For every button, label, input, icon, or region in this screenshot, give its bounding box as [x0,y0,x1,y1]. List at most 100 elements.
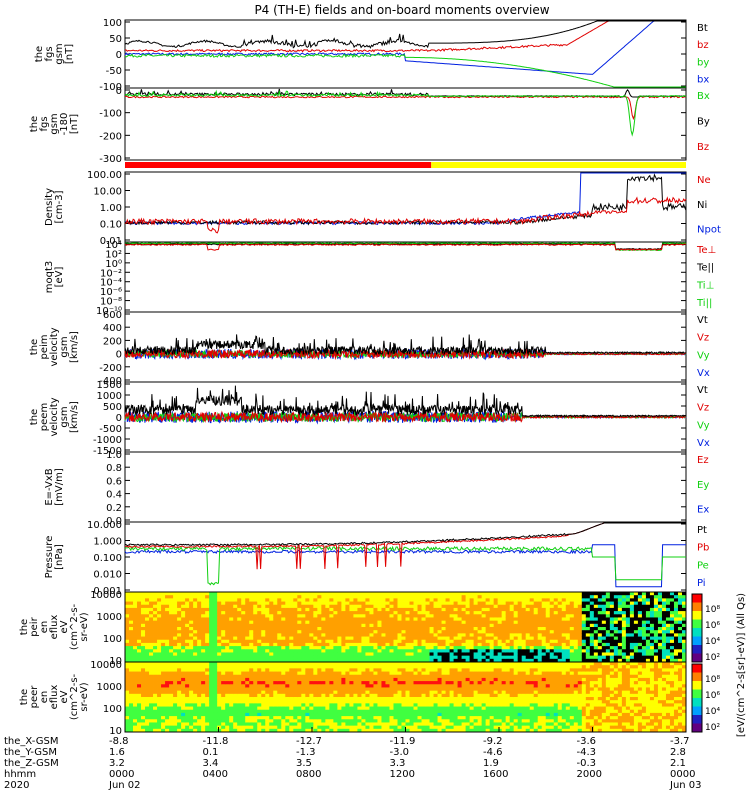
heatmap-cell [201,658,206,663]
heatmap-cell [441,642,446,647]
heatmap-cell [141,601,146,606]
heatmap-cell [217,712,222,717]
heatmap-cell [653,642,659,647]
heatmap-cell [189,623,194,628]
heatmap-cell [201,722,206,727]
heatmap-cell [273,677,278,682]
heatmap-cell [501,595,507,599]
heatmap-cell [597,636,603,641]
heatmap-cell [185,725,190,730]
heatmap-cell [381,646,386,650]
heatmap-cell [485,636,491,641]
heatmap-cell [613,595,619,599]
heatmap-cell [409,620,414,625]
heatmap-cell [197,697,202,701]
heatmap-cell [625,592,631,596]
heatmap-cell [237,665,242,669]
heatmap-cell [189,719,194,723]
heatmap-cell [341,674,346,679]
heatmap-cell [413,633,418,637]
heatmap-cell [353,607,358,612]
heatmap-cell [329,607,334,612]
heatmap-cell [349,728,354,733]
heatmap-cell [249,684,254,688]
heatmap-cell [325,687,330,692]
heatmap-cell [313,716,318,720]
heatmap-cell [425,649,430,653]
heatmap-cell [457,658,462,663]
heatmap-cell [293,697,298,701]
heatmap-cell [501,655,507,660]
ylabel-line: en [39,621,50,634]
heatmap-cell [625,620,631,625]
heatmap-cell [249,598,254,602]
heatmap-cell [125,630,130,634]
heatmap-cell [225,623,230,628]
heatmap-cell [373,703,378,707]
heatmap-cell [433,614,438,618]
heatmap-cell [509,655,515,660]
heatmap-cell [377,623,382,628]
heatmap-cell [461,607,467,612]
heatmap-cell [669,607,675,612]
heatmap-cell [361,665,366,669]
heatmap-cell [189,716,194,720]
heatmap-cell [361,639,366,644]
heatmap-cell [569,617,575,622]
heatmap-cell [289,607,294,612]
heatmap-cell [613,604,619,609]
heatmap-cell [213,611,218,615]
heatmap-cell [249,649,254,653]
heatmap-cell [501,592,507,596]
heatmap-cell [165,706,170,711]
heatmap-cell [481,630,487,634]
heatmap-cell [529,639,535,644]
heatmap-cell [349,716,354,720]
heatmap-cell [541,658,547,663]
heatmap-cell [637,607,643,612]
heatmap-cell [361,649,366,653]
heatmap-cell [525,617,531,622]
heatmap-cell [293,646,298,650]
heatmap-cell [233,627,238,631]
heatmap-cell [305,712,310,717]
heatmap-cell [581,642,587,647]
heatmap-cell [181,674,186,679]
heatmap-cell [249,604,254,609]
heatmap-cell [321,649,326,653]
heatmap-cell [429,611,434,615]
heatmap-cell [625,595,631,599]
heatmap-cell [453,633,458,637]
heatmap-cell [133,658,138,663]
heatmap-cell [201,592,206,596]
heatmap-cell [289,601,294,606]
ylabel-line: en [39,691,50,704]
heatmap-cell [285,598,290,602]
heatmap-cell [221,649,226,653]
heatmap-cell [505,652,511,657]
heatmap-cell [357,627,362,631]
heatmap-cell [565,623,571,628]
heatmap-cell [425,630,430,634]
heatmap-cell [385,658,390,663]
heatmap-cell [585,617,591,622]
heatmap-cell [221,690,226,695]
heatmap-cell [257,601,262,606]
heatmap-cell [165,658,170,663]
heatmap-cell [593,646,599,650]
heatmap-cell [305,674,310,679]
heatmap-cell [389,665,394,669]
heatmap-cell [233,617,238,622]
heatmap-cell [445,633,450,637]
heatmap-cell [421,652,426,657]
heatmap-cell [521,598,527,602]
heatmap-cell [297,728,302,733]
heatmap-cell [321,684,326,688]
heatmap-cell [165,674,170,679]
heatmap-cell [289,614,294,618]
heatmap-cell [153,642,158,647]
heatmap-cell [577,607,583,612]
heatmap-cell [617,617,623,622]
heatmap-cell [349,627,354,631]
heatmap-cell [277,684,282,688]
